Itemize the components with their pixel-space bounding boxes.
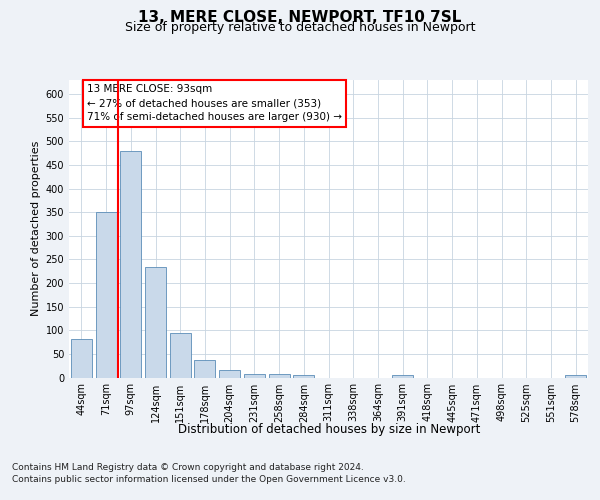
Bar [219, 370, 240, 378]
Bar [120, 151, 141, 378]
Bar [244, 374, 265, 378]
Text: Size of property relative to detached houses in Newport: Size of property relative to detached ho… [125, 21, 475, 34]
Bar [565, 375, 586, 378]
Bar [293, 375, 314, 378]
Text: 13 MERE CLOSE: 93sqm
← 27% of detached houses are smaller (353)
71% of semi-deta: 13 MERE CLOSE: 93sqm ← 27% of detached h… [87, 84, 342, 122]
Bar [145, 266, 166, 378]
Bar [269, 374, 290, 378]
Bar [392, 375, 413, 378]
Text: 13, MERE CLOSE, NEWPORT, TF10 7SL: 13, MERE CLOSE, NEWPORT, TF10 7SL [139, 10, 461, 25]
Bar [194, 360, 215, 378]
Bar [170, 332, 191, 378]
Bar [71, 339, 92, 378]
Text: Contains public sector information licensed under the Open Government Licence v3: Contains public sector information licen… [12, 475, 406, 484]
Y-axis label: Number of detached properties: Number of detached properties [31, 141, 41, 316]
Text: Contains HM Land Registry data © Crown copyright and database right 2024.: Contains HM Land Registry data © Crown c… [12, 462, 364, 471]
Bar [95, 212, 116, 378]
Text: Distribution of detached houses by size in Newport: Distribution of detached houses by size … [178, 422, 480, 436]
